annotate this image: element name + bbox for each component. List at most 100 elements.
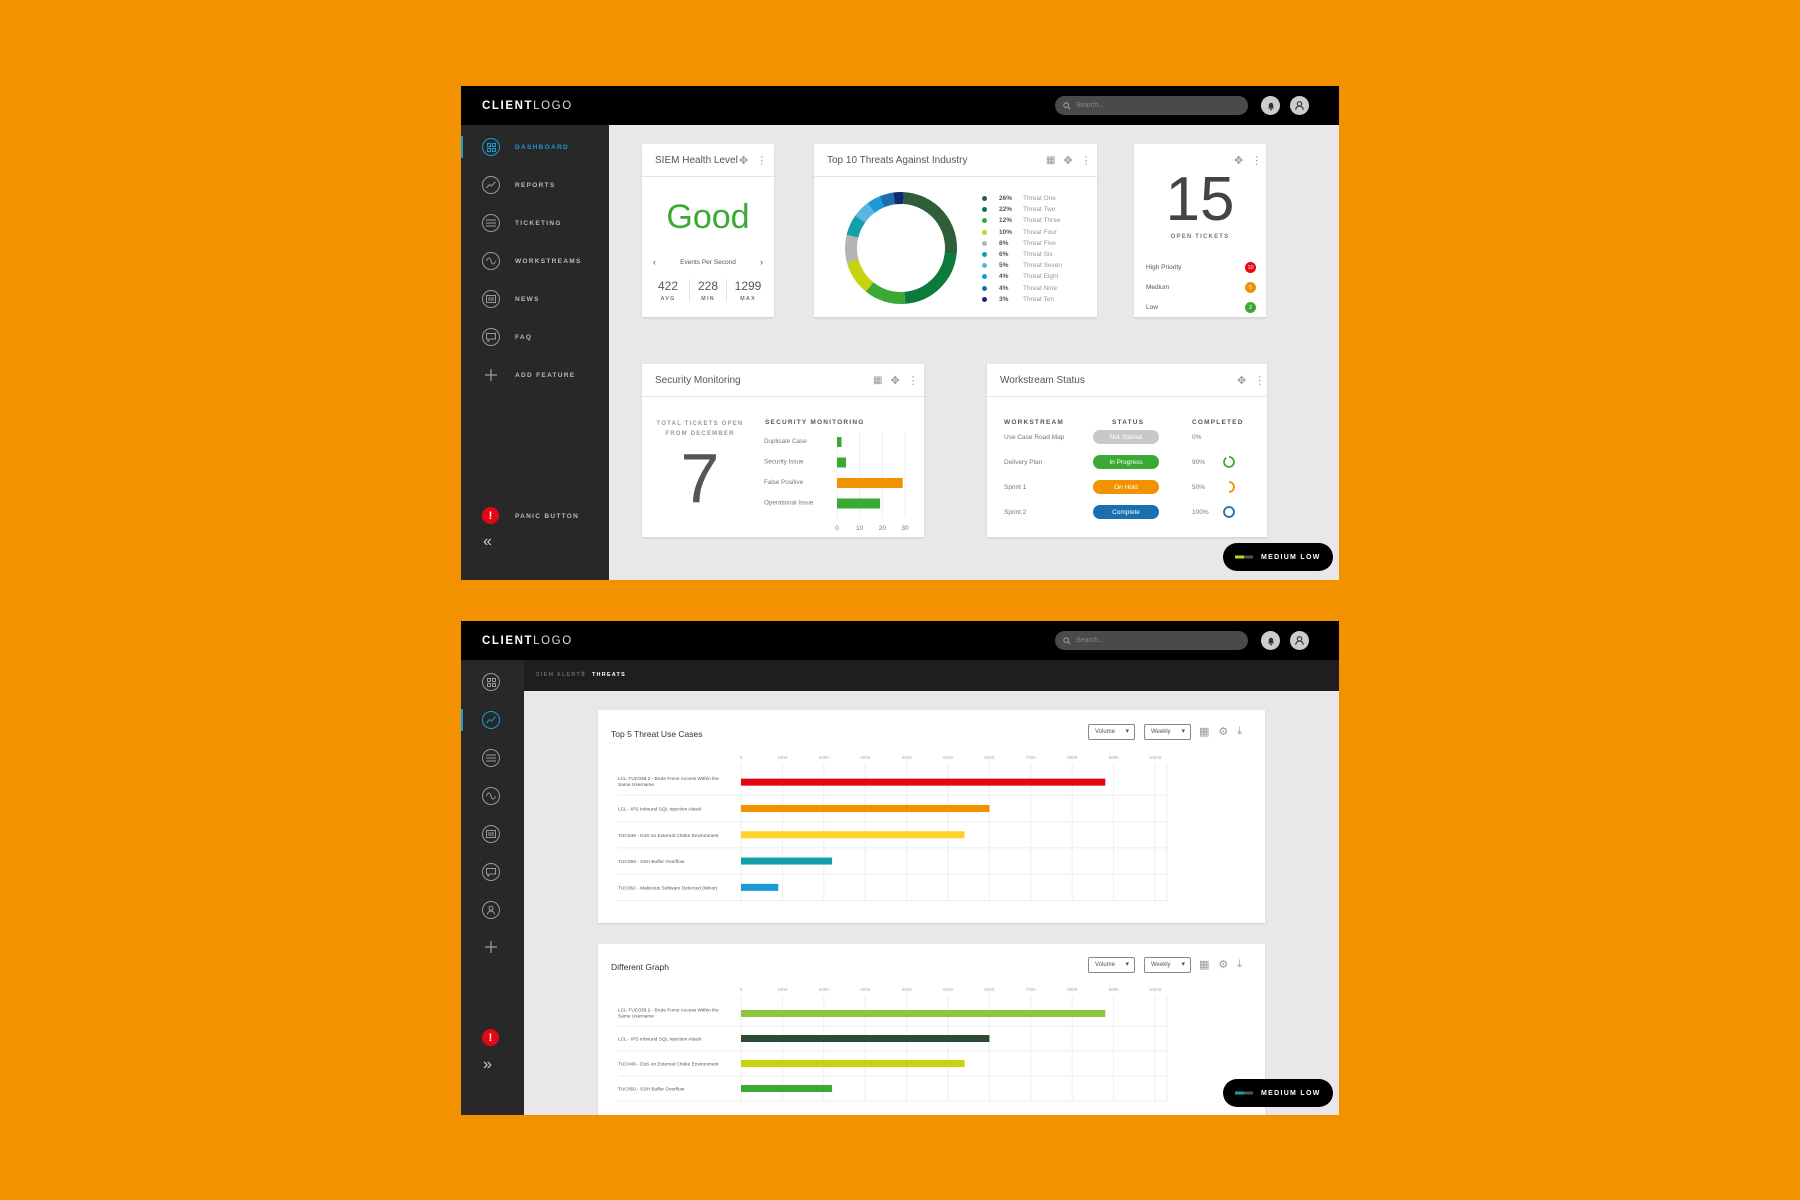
workstream-name[interactable]: Use Case Road Map: [1004, 434, 1065, 441]
nav-label: NEWS: [515, 295, 540, 303]
collapse-icon[interactable]: «: [483, 533, 492, 550]
nav-profile[interactable]: [461, 899, 524, 921]
donut-slice-9[interactable]: [879, 192, 896, 208]
risk-level-pill[interactable]: MEDIUM LOW: [1223, 1079, 1333, 1107]
donut-slice-5[interactable]: [845, 234, 859, 263]
completed-percent: 90%: [1192, 459, 1206, 466]
next-icon[interactable]: ›: [760, 257, 763, 267]
search-input[interactable]: Search...: [1055, 96, 1248, 115]
category-label: LCL-TUC038.2 - Brute Force Access Within…: [618, 1008, 719, 1020]
nav-add-feature[interactable]: ADD FEATURE: [461, 364, 609, 386]
status-badge[interactable]: On Hold: [1093, 480, 1159, 494]
category-label: TUC050 - SSH Buffer Overflow: [618, 1087, 685, 1093]
ticket-label: OPEN TICKETS: [1170, 234, 1230, 240]
panic-button[interactable]: ! PANIC BUTTON: [461, 505, 609, 527]
chat-icon: [482, 328, 500, 346]
priority-low[interactable]: Low 2: [1146, 299, 1256, 316]
bar[interactable]: [741, 1010, 1106, 1017]
donut-slice-3[interactable]: [865, 282, 906, 304]
user-icon[interactable]: [1290, 96, 1309, 115]
breadcrumb-parent[interactable]: SIEM ALERTS: [536, 672, 586, 678]
settings-icon[interactable]: ⚙: [1218, 726, 1229, 738]
expand-icon[interactable]: »: [483, 1056, 492, 1073]
workstream-name[interactable]: Sprint 1: [1004, 484, 1027, 491]
bar[interactable]: [837, 478, 903, 488]
more-icon[interactable]: ⋮: [1080, 155, 1092, 167]
nav-add-feature[interactable]: [461, 936, 524, 958]
donut-slice-2[interactable]: [904, 252, 957, 304]
move-icon[interactable]: ✥: [1237, 375, 1247, 387]
nav-reports[interactable]: [461, 709, 524, 731]
nav-ticketing[interactable]: TICKETING: [461, 212, 609, 234]
legend-name: Threat Nine: [1023, 284, 1057, 292]
period-select[interactable]: Weekly: [1144, 957, 1191, 973]
prev-icon[interactable]: ‹: [653, 257, 656, 267]
bell-icon[interactable]: [1261, 631, 1280, 650]
priority-medium[interactable]: Medium 5: [1146, 279, 1256, 296]
period-select[interactable]: Weekly: [1144, 724, 1191, 740]
bar[interactable]: [837, 437, 842, 447]
user-icon[interactable]: [1290, 631, 1309, 650]
search-input[interactable]: Search...: [1055, 631, 1248, 650]
client-logo[interactable]: CLIENTLOGO: [482, 100, 573, 112]
bar[interactable]: [837, 457, 847, 468]
risk-level-pill[interactable]: MEDIUM LOW: [1223, 543, 1333, 571]
nav-faq[interactable]: [461, 861, 524, 883]
bar[interactable]: [741, 883, 779, 891]
nav-faq[interactable]: FAQ: [461, 326, 609, 348]
category-label: TUC050 - SSH Buffer Overflow: [618, 859, 685, 865]
nav-workstreams[interactable]: WORKSTREAMS: [461, 250, 609, 272]
priority-high[interactable]: High Priority 10: [1146, 259, 1256, 276]
bar[interactable]: [741, 857, 833, 865]
workstream-name[interactable]: Sprint 2: [1004, 509, 1027, 516]
donut-slice-7[interactable]: [855, 203, 875, 223]
bar[interactable]: [837, 498, 881, 509]
client-logo[interactable]: CLIENTLOGO: [482, 635, 573, 647]
donut-slice-6[interactable]: [846, 215, 866, 238]
status-badge[interactable]: In Progress: [1093, 455, 1159, 469]
settings-icon[interactable]: ⚙: [1218, 959, 1229, 971]
card-title: Top 10 Threats Against Industry: [827, 155, 968, 166]
move-icon[interactable]: ✥: [1063, 155, 1073, 167]
nav-ticketing[interactable]: [461, 747, 524, 769]
nav-dashboard[interactable]: DASHBOARD: [461, 136, 609, 158]
donut-slice-4[interactable]: [846, 259, 874, 292]
move-icon[interactable]: ✥: [1234, 155, 1244, 167]
bar[interactable]: [741, 804, 990, 812]
bar[interactable]: [741, 831, 965, 839]
table-icon[interactable]: ▦: [1046, 155, 1056, 166]
move-icon[interactable]: ✥: [739, 155, 749, 167]
bell-icon[interactable]: [1261, 96, 1280, 115]
nav-news[interactable]: [461, 823, 524, 845]
donut-slice-8[interactable]: [867, 196, 885, 213]
download-icon[interactable]: ⤓: [1237, 958, 1243, 970]
more-icon[interactable]: ⋮: [1251, 155, 1263, 167]
panic-button[interactable]: !: [461, 1027, 524, 1049]
table-icon[interactable]: ▦: [1199, 959, 1210, 971]
ticket-count: 15: [1165, 165, 1235, 234]
move-icon[interactable]: ✥: [890, 375, 900, 387]
download-icon[interactable]: ⤓: [1237, 725, 1243, 737]
nav-reports[interactable]: REPORTS: [461, 174, 609, 196]
table-icon[interactable]: ▦: [1199, 726, 1210, 738]
bar[interactable]: [741, 1035, 990, 1042]
bar[interactable]: [741, 778, 1106, 786]
more-icon[interactable]: ⋮: [907, 375, 919, 387]
legend-pct: 22%: [999, 206, 1013, 214]
donut-slice-1[interactable]: [902, 192, 957, 255]
table-icon[interactable]: ▦: [873, 375, 883, 386]
bar[interactable]: [741, 1060, 965, 1067]
nav-workstreams[interactable]: [461, 785, 524, 807]
more-icon[interactable]: ⋮: [756, 155, 768, 167]
metric-select[interactable]: Volume: [1088, 724, 1135, 740]
workstream-name[interactable]: Delivery Plan: [1004, 459, 1043, 466]
bar[interactable]: [741, 1085, 833, 1092]
legend-name: Threat Ten: [1023, 295, 1054, 303]
legend-name: Threat One: [1023, 195, 1056, 203]
status-badge[interactable]: Complete: [1093, 505, 1159, 519]
status-badge[interactable]: Not Started: [1093, 430, 1159, 444]
nav-news[interactable]: NEWS: [461, 288, 609, 310]
nav-dashboard[interactable]: [461, 671, 524, 693]
metric-select[interactable]: Volume: [1088, 957, 1135, 973]
more-icon[interactable]: ⋮: [1254, 375, 1266, 387]
